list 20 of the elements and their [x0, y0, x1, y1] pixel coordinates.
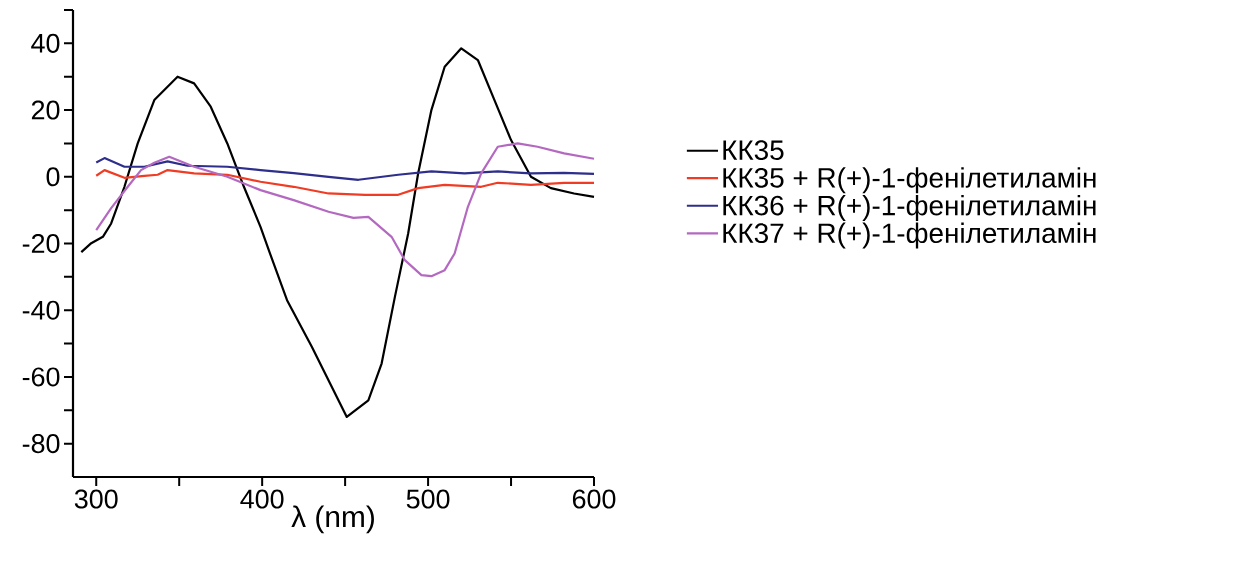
line-series [95, 157, 596, 181]
x-tick-label: 600 [572, 489, 616, 509]
x-tick-label: 500 [406, 489, 450, 509]
line-series [95, 142, 596, 278]
x-tick-label: 300 [74, 489, 118, 509]
legend-label: КК35 + R(+)-1-фенілетиламін [723, 167, 1096, 194]
y-tick-label: 40 [31, 33, 60, 53]
line-series [80, 47, 596, 419]
y-tick-label: -20 [22, 233, 60, 254]
line-series [95, 169, 596, 196]
x-axis-title: λ (nm) [291, 505, 374, 534]
y-tick-label: -60 [22, 367, 60, 387]
legend-label: КК37 + R(+)-1-фенілетиламін [723, 222, 1096, 249]
legend-label: КК35 [723, 140, 784, 161]
y-tick-label: 0 [46, 167, 60, 187]
y-tick-label: -40 [22, 300, 60, 320]
legend-label: КК36 + R(+)-1-фенілетиламін [723, 194, 1096, 221]
y-tick-label: -80 [22, 434, 60, 454]
y-tick-label: 20 [31, 100, 60, 120]
x-tick-label: 400 [240, 489, 284, 509]
